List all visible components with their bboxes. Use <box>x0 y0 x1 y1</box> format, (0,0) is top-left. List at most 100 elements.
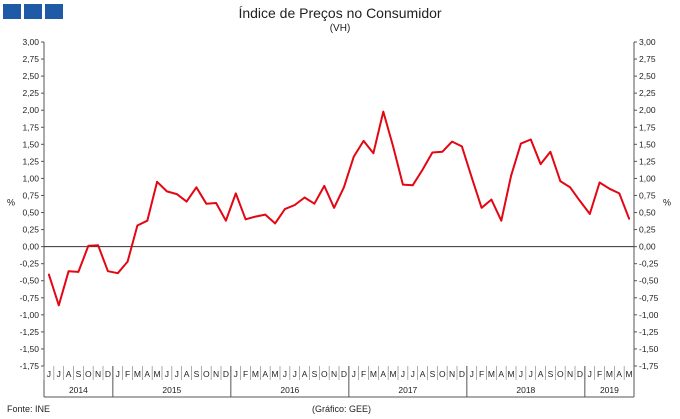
x-month-label: A <box>498 369 504 379</box>
y-tick-label-right: 0,00 <box>639 242 656 252</box>
x-month-label: M <box>488 369 495 379</box>
x-month-label: J <box>401 369 405 379</box>
data-point <box>313 202 316 205</box>
data-point <box>520 142 522 145</box>
data-point <box>303 196 306 199</box>
x-month-label: J <box>165 369 169 379</box>
y-tick-label-right: 2,75 <box>639 54 656 64</box>
data-point <box>402 183 404 186</box>
x-month-label: N <box>213 369 219 379</box>
data-point <box>490 198 493 201</box>
data-point <box>431 151 434 154</box>
data-point <box>254 215 257 218</box>
x-month-label: J <box>47 369 51 379</box>
data-point <box>470 176 473 179</box>
x-month-label: J <box>283 369 287 379</box>
y-tick-label-left: -1,50 <box>20 344 40 354</box>
y-tick-label-right: 0,25 <box>639 225 656 235</box>
data-point <box>333 206 335 209</box>
data-point <box>588 213 591 215</box>
data-point <box>205 202 208 205</box>
x-month-label: D <box>223 369 229 379</box>
data-point <box>579 200 581 202</box>
x-month-label: J <box>352 369 356 379</box>
x-month-label: O <box>203 369 210 379</box>
y-tick-label-left: 3,00 <box>22 37 39 47</box>
x-month-label: N <box>331 369 337 379</box>
x-month-label: J <box>519 369 523 379</box>
x-month-label: S <box>548 369 554 379</box>
y-tick-label-right: -0,50 <box>639 276 659 286</box>
y-tick-label-right: 0,50 <box>639 208 656 218</box>
y-tick-label-right: 1,75 <box>639 122 656 132</box>
data-point <box>97 244 99 247</box>
data-point <box>156 181 158 183</box>
data-point <box>598 181 601 184</box>
data-point <box>116 272 119 275</box>
y-tick-label-right: -1,50 <box>639 344 659 354</box>
y-tick-label-left: 1,00 <box>22 173 39 183</box>
data-point <box>175 193 178 195</box>
y-tick-label-left: 0,00 <box>22 242 39 252</box>
x-month-label: O <box>85 369 92 379</box>
x-month-label: N <box>449 369 455 379</box>
y-tick-label-left: 1,25 <box>22 156 39 166</box>
data-point <box>362 140 365 142</box>
y-tick-label-right: 2,50 <box>639 71 656 81</box>
x-month-label: M <box>154 369 161 379</box>
y-tick-label-left: 1,75 <box>22 122 39 132</box>
x-month-label: J <box>175 369 179 379</box>
y-tick-label-right: -0,25 <box>639 259 659 269</box>
x-month-label: J <box>411 369 415 379</box>
x-month-label: A <box>420 369 426 379</box>
chart-title: Índice de Preços no Consumidor <box>238 5 442 21</box>
data-point <box>628 217 630 220</box>
y-tick-label-left: -1,00 <box>20 310 40 320</box>
data-point <box>107 270 109 272</box>
data-point <box>539 163 542 165</box>
data-point <box>352 155 355 158</box>
x-month-label: A <box>302 369 308 379</box>
data-point <box>618 192 621 195</box>
y-tick-label-right: 0,75 <box>639 190 656 200</box>
x-month-label: D <box>105 369 111 379</box>
data-point <box>244 218 247 221</box>
data-point <box>234 192 237 195</box>
y-tick-label-right: -1,75 <box>639 361 659 371</box>
data-point <box>166 190 168 193</box>
y-tick-label-right: 2,00 <box>639 105 656 115</box>
x-month-label: O <box>557 369 564 379</box>
data-point <box>500 219 503 222</box>
x-month-label: A <box>144 369 150 379</box>
y-tick-label-right: 1,50 <box>639 139 656 149</box>
source-note: Fonte: INE <box>7 404 51 414</box>
data-point <box>323 185 326 187</box>
x-year-label: 2016 <box>280 385 299 395</box>
logo-square <box>45 4 63 19</box>
data-point <box>529 138 532 141</box>
x-year-label: 2017 <box>398 385 417 395</box>
x-month-label: J <box>529 369 533 379</box>
x-month-label: D <box>341 369 347 379</box>
y-tick-label-left: -0,75 <box>20 293 40 303</box>
data-point <box>77 271 80 273</box>
data-point <box>126 260 129 263</box>
x-month-label: F <box>243 369 248 379</box>
x-month-label: F <box>479 369 484 379</box>
x-month-label: A <box>616 369 622 379</box>
x-month-label: M <box>134 369 141 379</box>
data-point <box>372 152 375 154</box>
y-tick-label-right: -1,25 <box>639 327 659 337</box>
y-tick-label-right: 1,00 <box>639 173 656 183</box>
y-tick-label-right: 3,00 <box>639 37 656 47</box>
data-point <box>549 151 552 153</box>
x-month-label: F <box>125 369 130 379</box>
x-month-label: O <box>321 369 328 379</box>
x-month-label: M <box>252 369 259 379</box>
data-point <box>185 200 188 203</box>
x-month-label: M <box>508 369 515 379</box>
x-month-label: S <box>312 369 318 379</box>
y-tick-label-left: -1,75 <box>20 361 40 371</box>
x-month-label: M <box>606 369 613 379</box>
